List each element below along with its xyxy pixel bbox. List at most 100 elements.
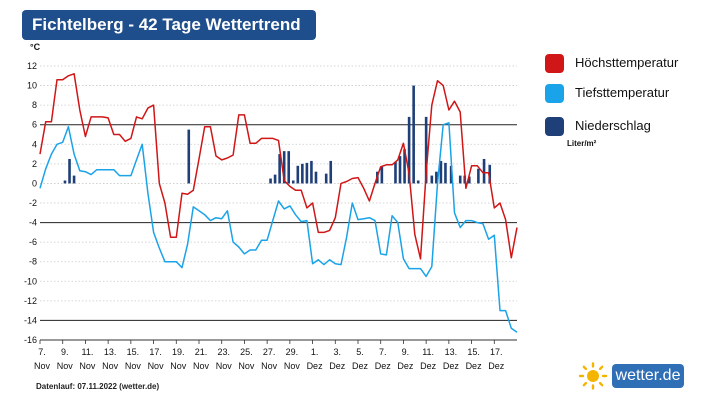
y-tick-labels: 12 10 8 6 4 2 0 -2 -4 -6 -8 -10 -12 -14 -16 [24, 61, 37, 345]
x-tick-label-day: 9. [61, 347, 69, 357]
legend-label-max-temp: Höchsttemperatur [575, 55, 679, 70]
precipitation-bar [68, 158, 71, 184]
temperature-lines [39, 73, 518, 333]
legend-label-precipitation: Niederschlag [575, 118, 651, 133]
x-tick-label-month: Dez [352, 361, 369, 371]
precipitation-bar [398, 156, 402, 184]
x-tick-label-day: 15. [127, 347, 140, 357]
precipitation-bar [416, 180, 420, 184]
precipitation-bar [407, 116, 411, 184]
precipitation-bar [394, 161, 397, 184]
x-tick-label-month: Nov [284, 361, 301, 371]
precipitation-bar [287, 151, 291, 184]
x-tick-label-month: Nov [170, 361, 187, 371]
x-tick-label-month: Dez [375, 361, 392, 371]
precipitation-bar [310, 160, 313, 184]
x-tick-label-month: Nov [261, 361, 278, 371]
legend-label-min-temp: Tiefsttemperatur [575, 85, 670, 100]
chart-title: Fichtelberg - 42 Tage Wettertrend [22, 10, 316, 40]
precipitation-bar [269, 178, 272, 184]
x-tick-label-day: 3. [334, 347, 342, 357]
y-tick-label: -12 [24, 296, 37, 306]
precipitation-bar [278, 154, 281, 184]
y-tick-label: -16 [24, 335, 37, 345]
x-tick-label-day: 7. [379, 347, 387, 357]
legend-swatch-precipitation [545, 117, 564, 136]
grid-layer [39, 65, 517, 344]
precipitation-bar [439, 160, 443, 184]
precipitation-bar [458, 175, 462, 184]
precipitation-bar [72, 175, 76, 184]
precipitation-bar [329, 160, 333, 184]
x-tick-label-month: Nov [238, 361, 255, 371]
precipitation-bar [324, 173, 328, 184]
precipitation-bar [430, 175, 434, 184]
y-tick-label: 10 [27, 81, 37, 91]
y-tick-label: -4 [29, 218, 37, 228]
precipitation-bar [482, 158, 486, 184]
precipitation-bar [477, 168, 480, 184]
logo-text: wetter.de [612, 364, 684, 388]
x-tick-label-day: 7. [38, 347, 46, 357]
y-tick-label: 12 [27, 61, 37, 71]
x-tick-label-month: Nov [216, 361, 233, 371]
y-tick-label: -2 [29, 198, 37, 208]
y-tick-label: 6 [32, 120, 37, 130]
precipitation-bar [488, 164, 492, 184]
precipitation-bar [187, 129, 191, 184]
x-tick-label-day: 17. [149, 347, 162, 357]
data-run-footer: Datenlauf: 07.11.2022 (wetter.de) [36, 382, 160, 391]
max-temperature-line [39, 73, 518, 260]
x-tick-label-day: 1. [311, 347, 319, 357]
y-tick-label: 8 [32, 100, 37, 110]
x-tick-label-day: 11. [82, 347, 94, 357]
precipitation-bar [380, 166, 384, 184]
precipitation-bar [444, 162, 447, 184]
precipitation-bar [291, 180, 295, 184]
x-tick-label-day: 21. [195, 347, 208, 357]
y-tick-label: 4 [32, 139, 37, 149]
x-tick-label-day: 17. [490, 347, 503, 357]
x-tick-label-day: 5. [356, 347, 364, 357]
precipitation-bar [412, 85, 415, 184]
precipitation-bar [435, 171, 438, 184]
precipitation-bar [403, 149, 406, 184]
x-tick-label-month: Nov [79, 361, 96, 371]
x-tick-label-day: 15. [467, 347, 480, 357]
precipitation-bar [314, 171, 318, 184]
precipitation-bar [449, 165, 453, 184]
precipitation-bar [63, 180, 67, 184]
precipitation-unit-label: Liter/m² [567, 139, 597, 148]
y-tick-label: -10 [24, 276, 37, 286]
x-tick-label-month: Nov [57, 361, 74, 371]
y-axis-unit-label: °C [30, 42, 41, 52]
y-tick-label: 0 [32, 178, 37, 188]
legend-swatch-min-temp [545, 84, 564, 103]
precipitation-bar [301, 163, 304, 184]
min-temperature-line [39, 122, 518, 333]
precipitation-bar [468, 176, 471, 184]
x-tick-label-month: Nov [193, 361, 210, 371]
precipitation-bar [273, 174, 277, 184]
legend-swatch-max-temp [545, 54, 564, 73]
x-tick-label-month: Nov [34, 361, 51, 371]
x-tick-label-month: Dez [397, 361, 414, 371]
x-tick-label-day: 13. [445, 347, 458, 357]
x-tick-label-day: 9. [402, 347, 410, 357]
x-tick-label-day: 19. [172, 347, 185, 357]
y-tick-label: 2 [32, 159, 37, 169]
precipitation-bar [424, 116, 428, 184]
x-tick-label-month: Dez [307, 361, 324, 371]
x-tick-label-day: 13. [104, 347, 117, 357]
x-tick-label-day: 27. [263, 347, 276, 357]
x-tick-label-day: 25. [240, 347, 253, 357]
x-tick-label-month: Dez [488, 361, 505, 371]
x-tick-labels: 7. Nov 9. Nov 11. Nov 13. Nov 15. Nov 17. Nov 19. Nov… [34, 347, 505, 371]
precipitation-bar [296, 165, 300, 184]
x-tick-label-month: Dez [466, 361, 483, 371]
x-tick-label-month: Nov [125, 361, 142, 371]
wetter-logo[interactable]: wetter.de [578, 362, 688, 390]
x-tick-label-day: 23. [217, 347, 230, 357]
sun-icon [578, 362, 608, 390]
